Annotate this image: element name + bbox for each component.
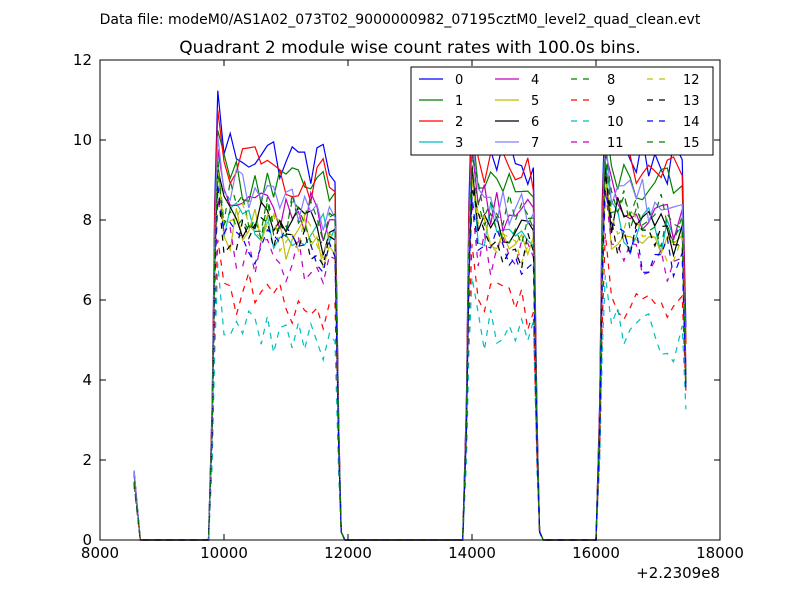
- y-tick-label: 4: [82, 371, 92, 389]
- legend-label-10: 10: [607, 115, 624, 130]
- y-tick-label: 0: [82, 531, 92, 549]
- legend-label-12: 12: [683, 73, 700, 88]
- legend-label-1: 1: [455, 94, 463, 109]
- series-layer: [133, 90, 687, 541]
- y-tick-label: 12: [73, 51, 92, 69]
- x-tick-label: 16000: [572, 544, 620, 562]
- legend-label-7: 7: [531, 136, 539, 151]
- legend-label-9: 9: [607, 94, 615, 109]
- suptitle: Data file: modeM0/AS1A02_073T02_90000009…: [100, 12, 701, 28]
- series-line-10: [133, 263, 687, 541]
- legend-label-11: 11: [607, 136, 624, 151]
- legend-label-8: 8: [607, 73, 615, 88]
- x-tick-label: 18000: [696, 544, 744, 562]
- legend-label-2: 2: [455, 115, 463, 130]
- series-line-13: [133, 172, 687, 541]
- plot-frame: [99, 59, 721, 541]
- x-tick-label: 8000: [81, 544, 119, 562]
- legend-label-0: 0: [455, 73, 463, 88]
- legend-label-14: 14: [683, 115, 700, 130]
- series-line-11: [133, 189, 687, 541]
- legend-label-6: 6: [531, 115, 539, 130]
- y-tick-label: 10: [73, 131, 92, 149]
- series-line-15: [133, 152, 687, 541]
- x-tick-label: 10000: [200, 544, 248, 562]
- legend-label-5: 5: [531, 94, 539, 109]
- legend-box: [410, 66, 714, 156]
- chart-title: Quadrant 2 module wise count rates with …: [179, 38, 640, 58]
- x-tick-label: 14000: [448, 544, 496, 562]
- legend-label-4: 4: [531, 73, 539, 88]
- x-tick-label: 12000: [324, 544, 372, 562]
- legend-label-15: 15: [683, 136, 700, 151]
- y-tick-label: 2: [82, 451, 92, 469]
- legend-label-13: 13: [683, 94, 700, 109]
- legend-label-3: 3: [455, 136, 463, 151]
- y-tick-label: 8: [82, 211, 92, 229]
- series-line-9: [133, 233, 687, 541]
- y-tick-label: 6: [82, 291, 92, 309]
- x-offset-label: +2.2309e8: [636, 564, 720, 582]
